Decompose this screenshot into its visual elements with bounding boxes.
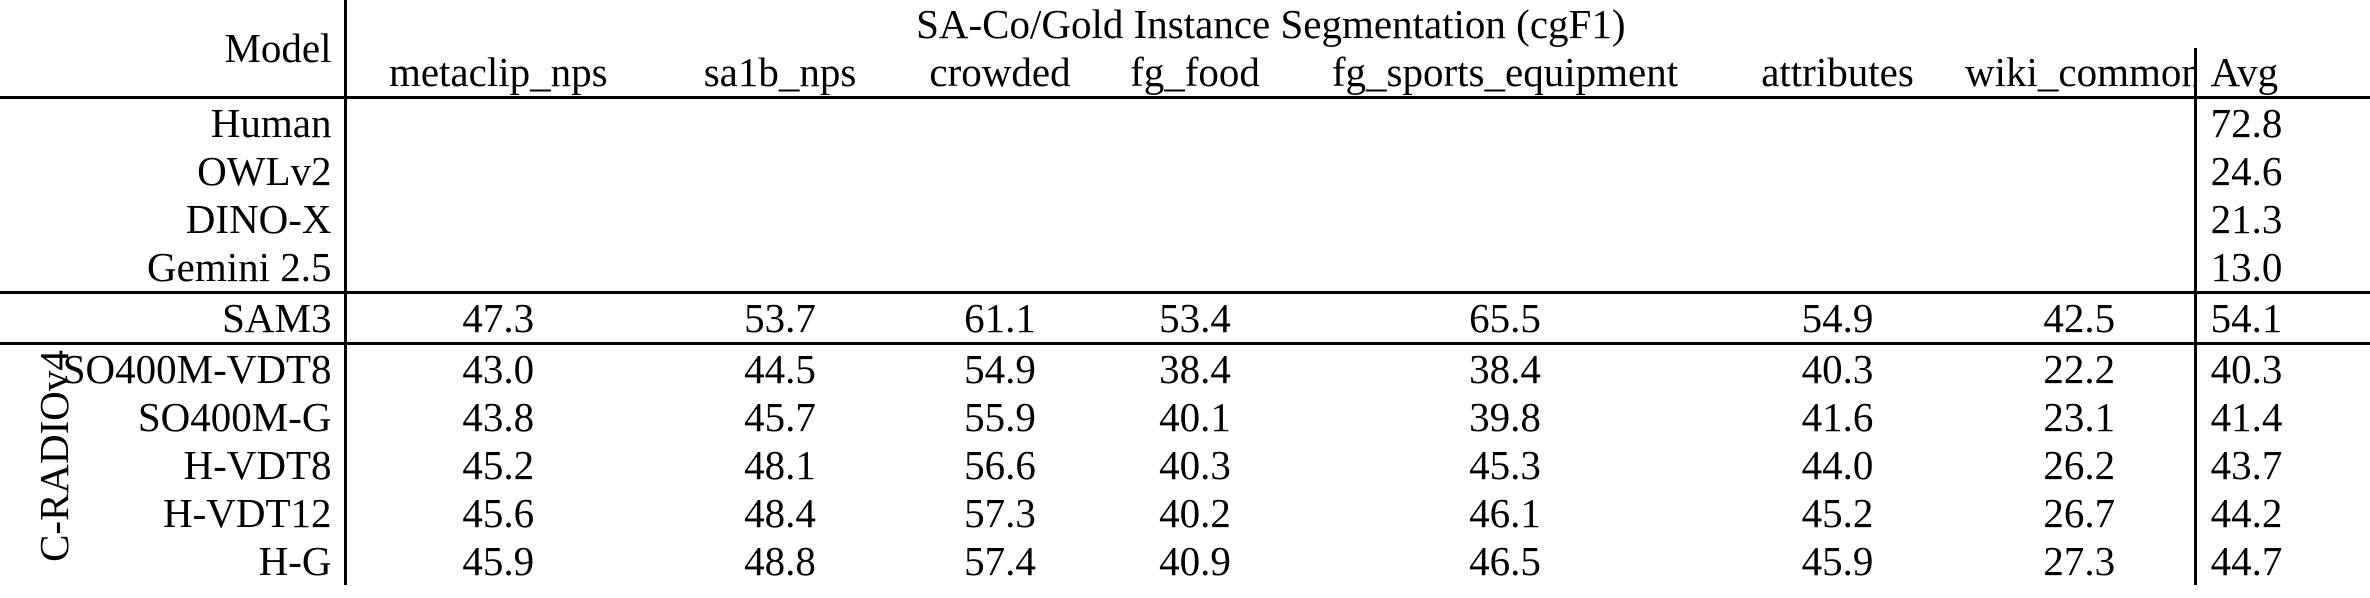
cell-value: 38.4	[1469, 346, 1541, 392]
cell-value: 57.3	[964, 490, 1036, 536]
row-avg-value: 24.6	[2193, 147, 2370, 195]
row-model-name: DINO-X	[0, 195, 347, 243]
header-col-metaclip-nps: metaclip_nps	[345, 48, 650, 99]
cell-value: 27.3	[2043, 538, 2116, 584]
header-col-wiki-common: wiki_common	[1965, 48, 2196, 99]
table-row-human: Human 72.8	[0, 97, 2370, 147]
header-col-crowded: crowded	[910, 48, 1090, 99]
row-avg-value: 72.8	[2193, 97, 2370, 147]
table-row-sam3: SAM3 47.3 53.7 61.1 53.4 65.5 54.9 42.5 …	[0, 292, 2370, 345]
header-row-group: Model SA-Co/Gold Instance Segmentation (…	[0, 0, 2370, 99]
cell-value: 46.5	[1469, 538, 1541, 584]
table-row-gemini-2-5: Gemini 2.5 13.0	[0, 243, 2370, 294]
cell-value: 45.9	[1801, 538, 1874, 584]
cell-value: 56.6	[964, 442, 1036, 488]
cell-value: 40.1	[1159, 394, 1231, 440]
table-row-h-g: H-G 45.9 48.8 57.4 40.9 46.5 45.9 27.3 4…	[0, 537, 2370, 585]
row-group-label-c-radiov4: C-RADIOv4	[31, 350, 77, 562]
cell-value: 38.4	[1159, 346, 1231, 392]
results-table: Model SA-Co/Gold Instance Segmentation (…	[0, 0, 2370, 585]
cell-value: 45.6	[462, 490, 535, 536]
row-model-name: SAM3	[0, 292, 347, 345]
cell-value: 53.7	[650, 292, 910, 345]
row-avg-value: 21.3	[2193, 195, 2370, 243]
cell-value: 40.3	[1159, 442, 1231, 488]
cell-value: 44.5	[744, 346, 816, 392]
row-avg-value: 44.2	[2193, 489, 2370, 537]
row-model-name: Human	[0, 97, 347, 147]
row-model-name: SO400M-VDT8	[0, 343, 347, 393]
cell-value: 39.8	[1469, 394, 1541, 440]
cell-value: 45.7	[744, 394, 816, 440]
row-avg-value: 54.1	[2193, 292, 2370, 345]
cell-value: 42.5	[1965, 292, 2196, 345]
cell-value: 40.9	[1159, 538, 1231, 584]
cell-value: 40.2	[1159, 490, 1231, 536]
table-row-dino-x: DINO-X 21.3	[0, 195, 2370, 243]
header-model: Model	[0, 0, 347, 99]
cell-value: 47.3	[345, 292, 650, 345]
header-col-avg: Avg	[2193, 48, 2370, 99]
cell-value: 43.0	[462, 346, 535, 392]
cell-value: 45.2	[1801, 490, 1874, 536]
row-avg-value: 43.7	[2193, 441, 2370, 489]
cell-value: 48.4	[744, 490, 816, 536]
table-row-h-vdt8: H-VDT8 45.2 48.1 56.6 40.3 45.3 44.0 26.…	[0, 441, 2370, 489]
cell-value: 48.8	[744, 538, 816, 584]
cell-value: 54.9	[1710, 292, 1965, 345]
row-avg-value: 40.3	[2193, 343, 2370, 393]
cell-value: 26.7	[2043, 490, 2116, 536]
table-row-h-vdt12: H-VDT12 45.6 48.4 57.3 40.2 46.1 45.2 26…	[0, 489, 2370, 537]
header-col-attributes: attributes	[1710, 48, 1965, 99]
table-row-owlv2: OWLv2 24.6	[0, 147, 2370, 195]
row-avg-value: 41.4	[2193, 393, 2370, 441]
table-row-so400m-vdt8: SO400M-VDT8 43.0 44.5 54.9 38.4 38.4 40.…	[0, 343, 2370, 393]
row-model-name: OWLv2	[0, 147, 347, 195]
cell-value: 46.1	[1469, 490, 1541, 536]
header-avg-spacer	[2195, 0, 2370, 48]
cell-value: 55.9	[964, 394, 1036, 440]
cell-value: 23.1	[2043, 394, 2116, 440]
cell-value: 40.3	[1801, 346, 1874, 392]
header-col-sa1b-nps: sa1b_nps	[650, 48, 910, 99]
row-model-name: H-VDT12	[0, 489, 347, 537]
row-avg-value: 44.7	[2193, 537, 2370, 585]
row-model-name: SO400M-G	[0, 393, 347, 441]
header-row-columns: metaclip_nps sa1b_nps crowded fg_food fg…	[0, 48, 2370, 99]
row-model-name: Gemini 2.5	[0, 243, 347, 294]
cell-value: 43.8	[462, 394, 535, 440]
cell-value: 53.4	[1090, 292, 1300, 345]
header-col-fg-food: fg_food	[1090, 48, 1300, 99]
row-avg-value: 13.0	[2193, 243, 2370, 294]
cell-value: 57.4	[964, 538, 1036, 584]
cell-value: 26.2	[2043, 442, 2116, 488]
table-row-so400m-g: SO400M-G 43.8 45.7 55.9 40.1 39.8 41.6 2…	[0, 393, 2370, 441]
cell-value: 44.0	[1801, 442, 1874, 488]
cell-value: 22.2	[2043, 346, 2116, 392]
cell-value: 48.1	[744, 442, 816, 488]
cell-value: 45.2	[462, 442, 535, 488]
header-group-title: SA-Co/Gold Instance Segmentation (cgF1)	[916, 1, 1626, 47]
cell-value: 45.9	[462, 538, 535, 584]
cell-value: 45.3	[1469, 442, 1541, 488]
cell-value: 61.1	[910, 292, 1090, 345]
cell-value: 41.6	[1801, 394, 1874, 440]
row-model-name: H-G	[0, 537, 347, 585]
row-model-name: H-VDT8	[0, 441, 347, 489]
cell-value: 54.9	[964, 346, 1036, 392]
cell-value: 65.5	[1300, 292, 1710, 345]
header-col-fg-sports-equipment: fg_sports_equipment	[1300, 48, 1710, 99]
